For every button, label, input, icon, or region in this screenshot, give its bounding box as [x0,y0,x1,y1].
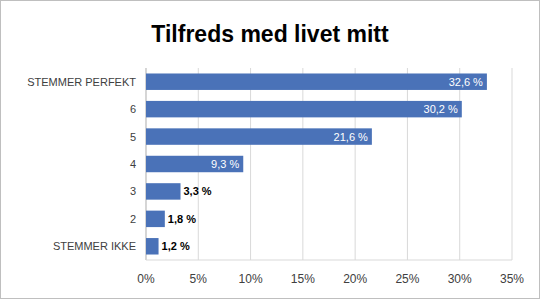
axis-line [146,260,512,261]
bar [146,211,165,227]
category-label: 4 [130,158,136,170]
bar [146,73,487,89]
grid-line [512,68,513,260]
tick-label: 35% [500,272,524,286]
category-label: STEMMER IKKE [53,240,136,252]
category-label: 3 [130,185,136,197]
data-label: 21,6 % [334,131,368,143]
bar [146,128,372,144]
bar [146,101,462,117]
category-label: 2 [130,213,136,225]
tick-label: 15% [291,272,315,286]
chart: Tilfreds med livet mitt 0% 5% 10% 15% 20% 25% 3… [0,0,540,299]
grid-line [407,68,408,260]
bar [146,238,159,254]
data-label: 30,2 % [424,103,458,115]
bar [146,183,181,199]
bars [146,73,487,254]
data-label: 1,2 % [162,240,190,252]
category-label: STEMMER PERFEKT [27,76,136,88]
data-label: 1,8 % [168,213,196,225]
chart-title: Tilfreds med livet mitt [151,21,389,47]
category-label: 5 [130,131,136,143]
data-label: 32,6 % [449,76,483,88]
grid-line [459,68,460,260]
grid-line [355,68,356,260]
tick-label: 30% [448,272,472,286]
data-label: 3,3 % [184,185,212,197]
tick-label: 0% [137,272,155,286]
tick-label: 25% [395,272,419,286]
grid-line [250,68,251,260]
bar [146,156,243,172]
category-label: 6 [130,103,136,115]
tick-label: 5% [190,272,208,286]
chart-container: Tilfreds med livet mitt 0% 5% 10% 15% 20% 25% 3… [0,0,540,299]
tick-label: 10% [239,272,263,286]
tick-label: 20% [343,272,367,286]
chart-frame [1,1,540,299]
data-label: 9,3 % [211,158,239,170]
grid-line [302,68,303,260]
